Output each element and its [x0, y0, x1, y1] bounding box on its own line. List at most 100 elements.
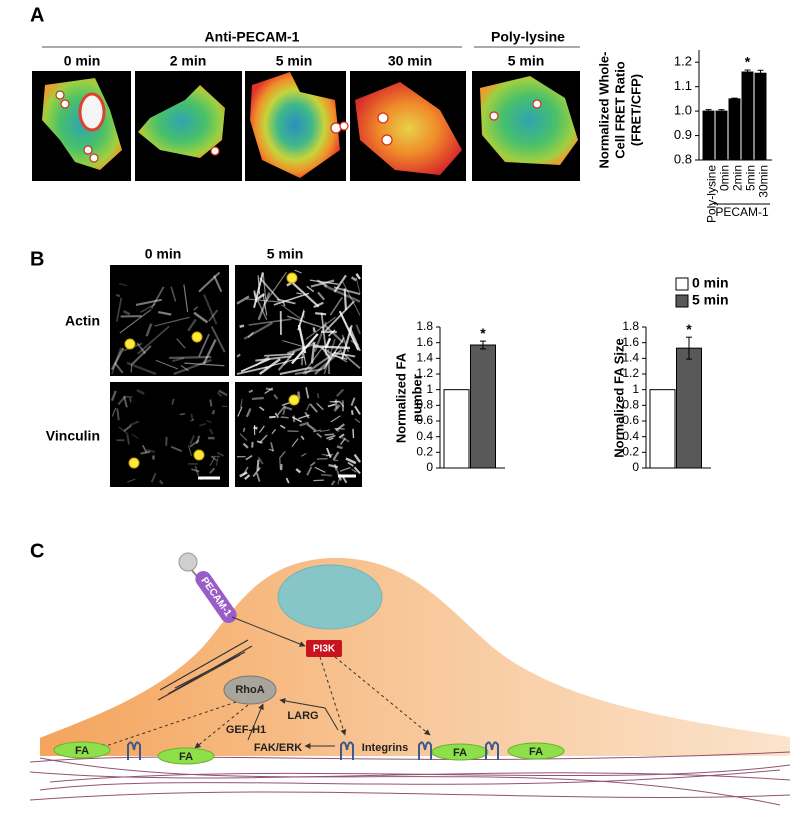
- fiber: [341, 436, 350, 443]
- fiber: [329, 296, 343, 316]
- fiber: [194, 465, 200, 476]
- fiber: [242, 442, 249, 449]
- fiber: [279, 458, 281, 470]
- fiber: [314, 466, 326, 473]
- fiber: [317, 393, 319, 399]
- fa-label: FA: [453, 747, 467, 759]
- fiber: [140, 450, 151, 455]
- fiber: [282, 406, 287, 415]
- fiber: [155, 359, 178, 370]
- adhesion-marker: [124, 338, 136, 350]
- fiber: [334, 399, 338, 409]
- y-tick-label: 0.4: [622, 429, 639, 443]
- fiber: [129, 397, 132, 403]
- fiber: [126, 434, 130, 445]
- fiber: [345, 457, 357, 465]
- fiber: [265, 387, 274, 391]
- y-axis-label: Cell FRET Ratio: [612, 61, 627, 159]
- image-label: 0 min: [64, 53, 101, 69]
- fiber: [335, 423, 345, 432]
- fiber: [256, 472, 261, 482]
- fiber: [323, 284, 361, 303]
- node-label: Integrins: [362, 742, 408, 754]
- x-tick-label: 2min: [731, 165, 745, 191]
- fiber: [354, 418, 361, 424]
- y-tick-label: 0.4: [416, 429, 433, 443]
- bar: [741, 71, 754, 161]
- fiber: [111, 407, 117, 417]
- fiber: [320, 473, 332, 477]
- fret-images: [32, 71, 580, 181]
- fiber: [325, 453, 334, 457]
- micrographs: [110, 265, 362, 487]
- fiber: [257, 292, 271, 321]
- fiber: [347, 461, 354, 467]
- x-tick-label: 30min: [757, 165, 771, 198]
- fiber: [215, 456, 219, 466]
- fiber: [355, 277, 361, 294]
- fiber: [131, 345, 152, 365]
- bar: [470, 344, 496, 469]
- fiber: [316, 402, 324, 411]
- fa-label: FA: [179, 751, 193, 763]
- fiber: [123, 395, 128, 408]
- fiber: [324, 433, 334, 436]
- fiber: [216, 451, 224, 457]
- column-label: 0 min: [145, 246, 182, 262]
- fiber: [189, 434, 196, 445]
- fiber: [273, 292, 310, 306]
- fiber: [328, 463, 339, 469]
- fiber: [336, 388, 345, 397]
- x-tick-label: Poly-lysine: [705, 165, 719, 223]
- significance-mark: *: [745, 54, 751, 70]
- fiber: [328, 437, 334, 441]
- adhesion-marker: [288, 394, 300, 406]
- fiber: [236, 295, 250, 305]
- fiber: [352, 428, 355, 439]
- fiber: [129, 420, 140, 427]
- fiber: [253, 292, 268, 321]
- fiber: [339, 437, 347, 445]
- fiber: [264, 387, 274, 395]
- y-tick-label: 1: [426, 382, 433, 396]
- fiber: [276, 405, 286, 416]
- error-bar: [757, 69, 764, 77]
- fiber: [286, 343, 314, 355]
- x-tick-label: 0min: [718, 165, 732, 191]
- fiber: [297, 324, 307, 354]
- fiber: [274, 412, 280, 419]
- fiber: [248, 318, 292, 326]
- fiber: [270, 442, 275, 452]
- fiber: [213, 275, 223, 293]
- error-bar: [744, 69, 751, 75]
- fiber: [248, 389, 254, 393]
- panel-label: A: [30, 4, 44, 26]
- fiber: [135, 298, 162, 306]
- fiber: [306, 423, 317, 432]
- legend-swatch: [675, 294, 689, 308]
- fiber: [154, 316, 190, 327]
- fiber: [245, 455, 253, 461]
- fiber: [173, 358, 212, 376]
- fiber: [170, 286, 177, 302]
- panel-label: B: [30, 248, 44, 270]
- fiber: [209, 467, 216, 474]
- fiber: [240, 358, 270, 373]
- node-label: RhoA: [235, 684, 264, 696]
- cell-diagram: [29, 552, 791, 806]
- fiber: [115, 297, 123, 322]
- fiber: [169, 355, 212, 360]
- y-tick-label: 1.1: [674, 78, 692, 93]
- fiber: [333, 459, 339, 462]
- fiber: [210, 455, 218, 461]
- fiber: [256, 440, 263, 444]
- y-tick-label: 0: [632, 460, 639, 474]
- fiber: [306, 403, 311, 411]
- y-tick-label: 0.6: [622, 413, 639, 427]
- fiber: [242, 427, 246, 432]
- fiber: [297, 310, 305, 331]
- fiber: [244, 474, 251, 480]
- fiber: [127, 478, 136, 483]
- fiber: [193, 311, 209, 324]
